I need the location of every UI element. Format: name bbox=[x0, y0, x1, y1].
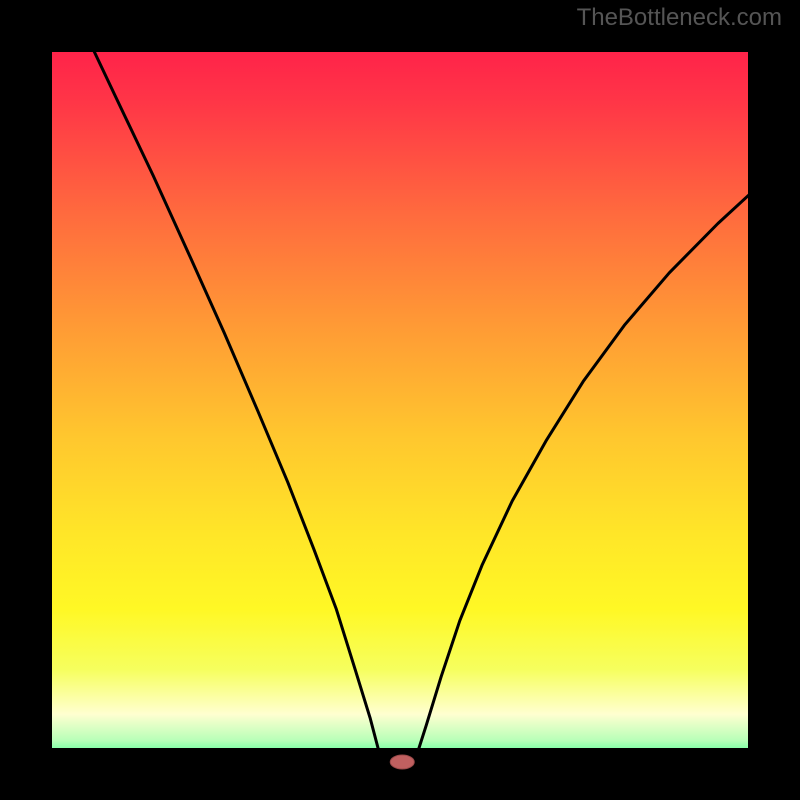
bottleneck-chart bbox=[0, 0, 800, 800]
optimum-marker bbox=[390, 755, 414, 769]
chart-container: TheBottleneck.com bbox=[0, 0, 800, 800]
watermark-text: TheBottleneck.com bbox=[577, 4, 782, 32]
gradient-background bbox=[26, 26, 774, 774]
